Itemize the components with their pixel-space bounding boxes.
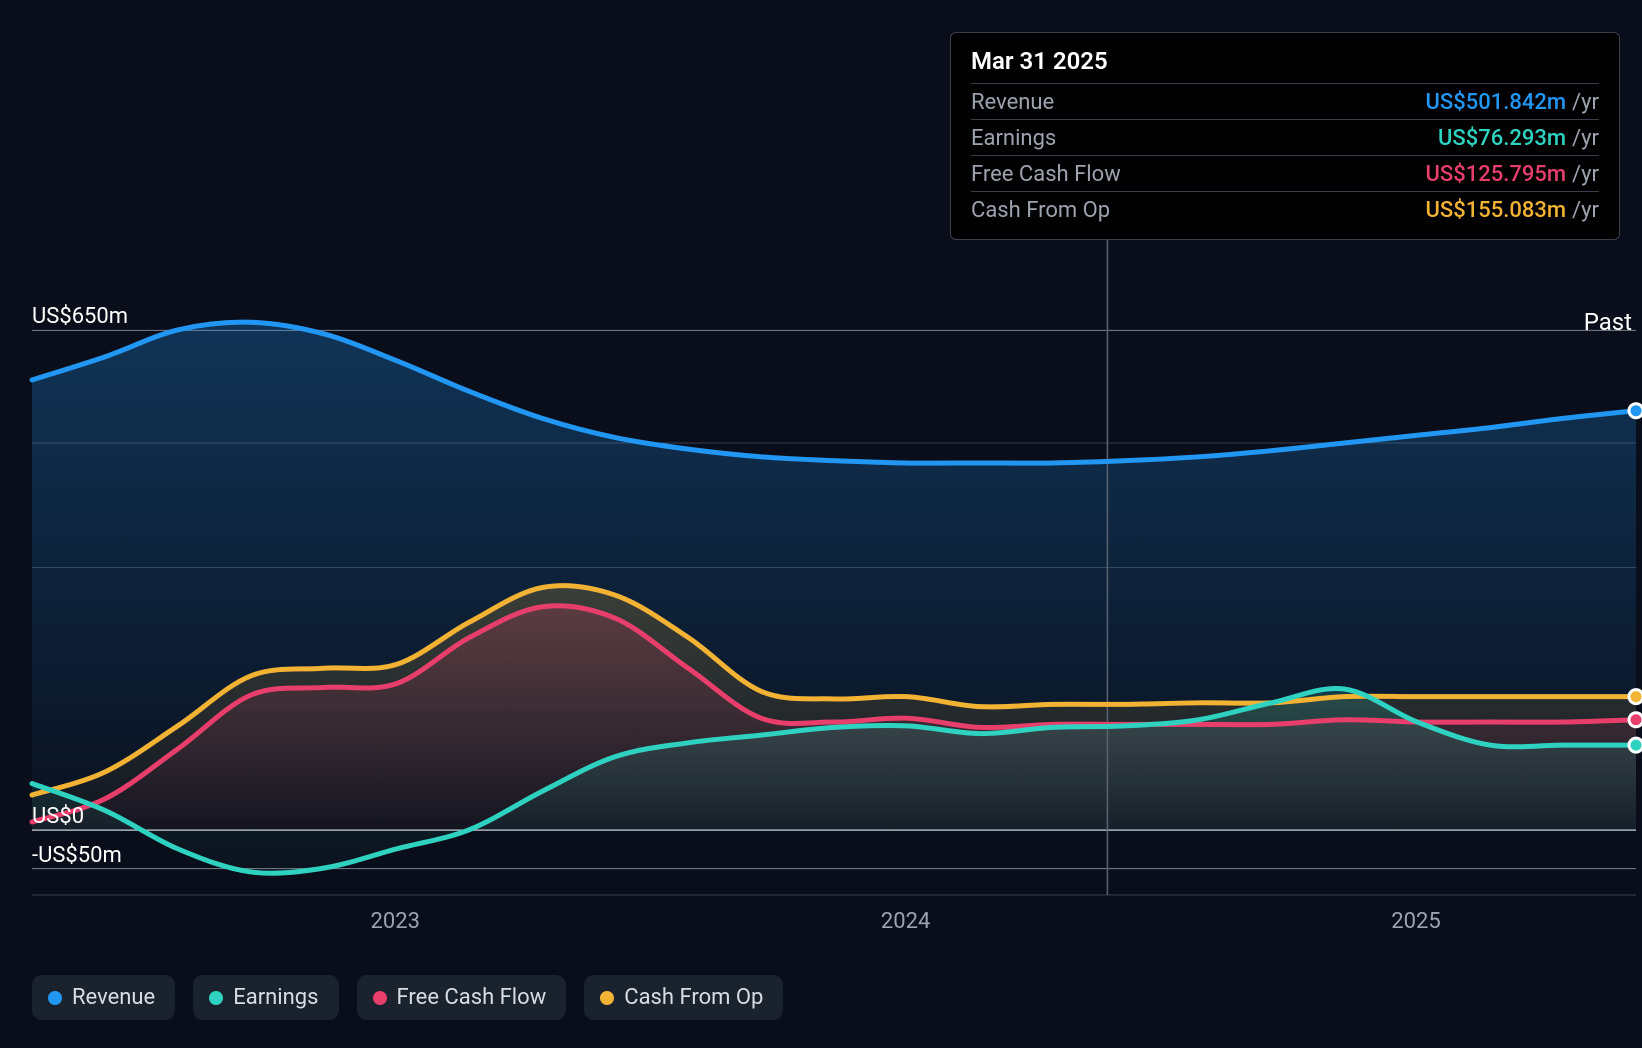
legend-dot-icon: [209, 991, 223, 1005]
tooltip-row-label: Earnings: [971, 126, 1056, 151]
tooltip-row-label: Revenue: [971, 90, 1054, 115]
end-marker-revenue: [1629, 404, 1642, 418]
tooltip-row-value: US$125.795m/yr: [1426, 162, 1599, 187]
financial-metrics-chart: US$650m US$0 -US$50m 2023 2024 2025 Past Mar…: [0, 0, 1642, 1048]
legend-dot-icon: [48, 991, 62, 1005]
legend-dot-icon: [373, 991, 387, 1005]
y-axis-label: US$650m: [32, 304, 128, 329]
legend-item-label: Cash From Op: [624, 985, 763, 1010]
section-label-past: Past: [1584, 308, 1632, 336]
tooltip-row-value: US$501.842m/yr: [1426, 90, 1599, 115]
legend-item-label: Revenue: [72, 985, 155, 1010]
tooltip-row-free_cash_flow: Free Cash Flow US$125.795m/yr: [971, 155, 1599, 191]
tooltip-row-value: US$155.083m/yr: [1426, 198, 1599, 223]
tooltip-row-value: US$76.293m/yr: [1438, 126, 1599, 151]
legend-item-label: Earnings: [233, 985, 318, 1010]
legend: Revenue Earnings Free Cash Flow Cash From O…: [32, 975, 783, 1020]
legend-item-free_cash_flow[interactable]: Free Cash Flow: [357, 975, 567, 1020]
tooltip-panel: Mar 31 2025 Revenue US$501.842m/yr Earning…: [950, 32, 1620, 240]
x-axis-label: 2025: [1391, 909, 1440, 934]
legend-item-earnings[interactable]: Earnings: [193, 975, 338, 1020]
y-axis-label: -US$50m: [32, 843, 122, 868]
tooltip-date: Mar 31 2025: [971, 47, 1599, 75]
legend-item-cash_from_op[interactable]: Cash From Op: [584, 975, 783, 1020]
tooltip-row-label: Cash From Op: [971, 198, 1110, 223]
legend-item-label: Free Cash Flow: [397, 985, 547, 1010]
tooltip-row-cash_from_op: Cash From Op US$155.083m/yr: [971, 191, 1599, 227]
end-marker-earnings: [1629, 738, 1642, 752]
tooltip-row-label: Free Cash Flow: [971, 162, 1121, 187]
legend-dot-icon: [600, 991, 614, 1005]
x-axis-label: 2024: [881, 909, 930, 934]
tooltip-row-revenue: Revenue US$501.842m/yr: [971, 83, 1599, 119]
y-axis-label: US$0: [32, 804, 84, 829]
end-marker-cash_from_op: [1629, 690, 1642, 704]
end-marker-free_cash_flow: [1629, 713, 1642, 727]
tooltip-row-earnings: Earnings US$76.293m/yr: [971, 119, 1599, 155]
x-axis-label: 2023: [371, 909, 420, 934]
legend-item-revenue[interactable]: Revenue: [32, 975, 175, 1020]
